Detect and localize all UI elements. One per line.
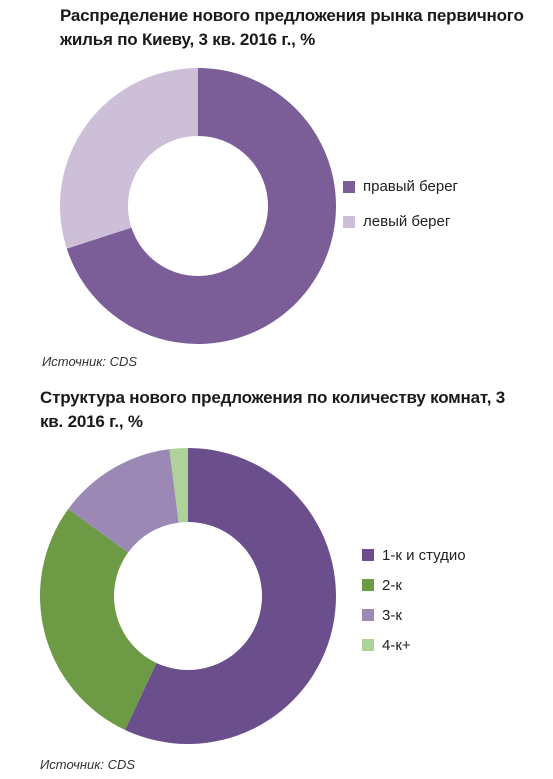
donut-slice-3 <box>68 449 179 553</box>
legend-item: 1-к и студио <box>362 540 466 570</box>
donut-chart-rooms <box>40 448 336 744</box>
legend-swatch <box>343 180 355 193</box>
donut-slice-4 <box>169 448 188 523</box>
legend-label: 3-к <box>382 606 402 624</box>
legend-label: 2-к <box>382 576 402 594</box>
chart-source: Источник: CDS <box>42 354 138 369</box>
chart-legend: 1-к и студио 2-к 3-к 4-к+ <box>362 540 466 660</box>
legend-label: правый берег <box>363 178 459 195</box>
legend-swatch <box>362 639 374 651</box>
donut-chart-shore <box>60 68 336 344</box>
legend-item: 3-к <box>362 600 466 630</box>
chart-source: Источник: CDS <box>40 757 136 772</box>
legend-item: 4-к+ <box>362 630 466 660</box>
legend-label: левый берег <box>363 213 451 230</box>
donut-slice-1 <box>124 448 336 744</box>
donut-slice-2 <box>60 68 198 249</box>
legend-item: 2-к <box>362 570 466 600</box>
legend-swatch <box>362 609 374 621</box>
chart-title: Распределение нового предложения рынка п… <box>60 6 524 49</box>
legend-item: правый берег <box>343 169 458 204</box>
donut-slice-2 <box>40 509 157 730</box>
chart-block-shore: Распределение нового предложения рынка п… <box>0 0 553 380</box>
legend-swatch <box>343 215 355 228</box>
chart-block-rooms: Структура нового предложения по количест… <box>0 380 553 779</box>
legend-swatch <box>362 549 374 561</box>
chart-legend: правый берег левый берег <box>343 169 458 239</box>
legend-item: левый берег <box>343 204 458 239</box>
legend-label: 4-к+ <box>382 636 411 654</box>
donut-slice-1 <box>66 68 336 344</box>
chart-title: Структура нового предложения по количест… <box>40 388 506 431</box>
legend-label: 1-к и студио <box>382 546 466 564</box>
legend-swatch <box>362 579 374 591</box>
